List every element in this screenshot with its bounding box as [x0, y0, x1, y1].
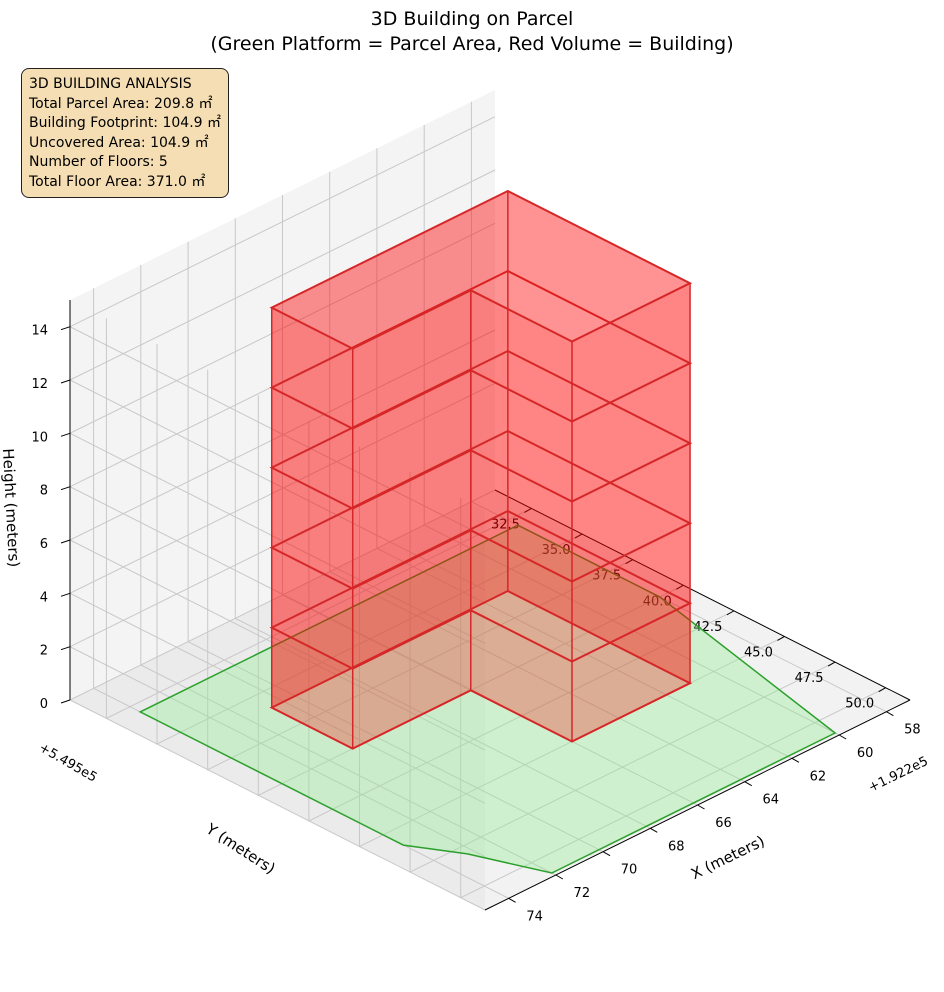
z-tick-mark: [60, 592, 71, 597]
y-tick-label: 45.0: [744, 645, 773, 660]
x-tick-mark: [602, 851, 611, 857]
z-tick-mark: [60, 486, 71, 491]
x-tick-label: 66: [715, 816, 732, 831]
building-wall: [470, 290, 572, 742]
info-building-footprint: Building Footprint: 104.9 ㎡: [29, 115, 222, 132]
y-tick-mark: [574, 533, 583, 539]
x-tick-label: 68: [668, 839, 685, 854]
z-tick-label: 2: [40, 644, 48, 659]
z-tick-label: 4: [40, 590, 48, 605]
y-tick-label: 50.0: [845, 697, 874, 712]
x-axis-label: X (meters): [688, 832, 768, 883]
y-tick-mark: [676, 584, 684, 590]
z-tick-mark: [60, 432, 71, 437]
x-tick-label: 74: [526, 909, 543, 924]
tick-labels: 58606264666870727432.535.037.540.042.545…: [31, 324, 920, 925]
x-tick-label: 58: [904, 723, 921, 738]
y-axis-label: Y (meters): [202, 819, 279, 877]
z-tick-label: 8: [40, 484, 48, 499]
z-tick-mark: [60, 539, 71, 544]
info-total-floor-area: Total Floor Area: 371.0 ㎡: [29, 173, 206, 190]
y-tick-mark: [625, 559, 633, 565]
z-tick-label: 10: [31, 430, 48, 445]
building-analysis-box: 3D BUILDING ANALYSIS Total Parcel Area: …: [21, 68, 229, 198]
chart-title: 3D Building on Parcel: [371, 8, 574, 30]
info-number-of-floors: Number of Floors: 5: [29, 154, 168, 171]
x-tick-label: 62: [810, 769, 827, 784]
x-offset-label: +1.922e5: [866, 754, 930, 796]
y-axis-line: [494, 489, 911, 701]
z-tick-mark: [60, 326, 71, 331]
y-offset-label: +5.495e5: [36, 740, 99, 785]
y-tick-mark: [827, 661, 836, 667]
info-uncovered-area: Uncovered Area: 104.9 ㎡: [29, 134, 209, 151]
y-tick-mark: [777, 636, 785, 641]
x-tick-mark: [744, 781, 752, 787]
x-tick-mark: [555, 874, 564, 880]
y-tick-label: 37.5: [592, 569, 621, 584]
z-tick-mark: [60, 379, 71, 384]
info-parcel-area: Total Parcel Area: 209.8 ㎡: [29, 95, 213, 112]
x-tick-mark: [838, 734, 847, 740]
building-wall: [507, 191, 690, 684]
z-tick-mark: [60, 646, 71, 651]
y-tick-label: 32.5: [491, 517, 520, 532]
x-tick-mark: [886, 711, 894, 717]
y-tick-mark: [726, 610, 735, 616]
chart-subtitle: (Green Platform = Parcel Area, Red Volum…: [210, 33, 733, 55]
y-tick-mark: [878, 687, 886, 693]
z-tick-mark: [60, 699, 71, 704]
building-volume: [269, 189, 693, 750]
y-tick-label: 40.0: [643, 594, 672, 609]
x-tick-label: 60: [857, 746, 874, 761]
z-axis-label: Height (meters): [0, 448, 23, 568]
z-tick-label: 6: [40, 537, 48, 552]
x-tick-mark: [508, 897, 516, 903]
x-tick-mark: [697, 804, 705, 810]
y-tick-label: 42.5: [693, 620, 722, 635]
x-tick-label: 72: [574, 886, 591, 901]
building-wall: [352, 290, 471, 749]
x-tick-mark: [791, 757, 800, 763]
y-tick-mark: [524, 508, 532, 513]
tick-marks: [60, 326, 894, 903]
y-tick-label: 35.0: [542, 543, 571, 558]
y-tick-label: 47.5: [795, 671, 824, 686]
x-tick-label: 70: [621, 863, 638, 878]
x-tick-mark: [650, 827, 658, 833]
z-tick-label: 12: [31, 377, 48, 392]
info-heading: 3D BUILDING ANALYSIS: [29, 76, 192, 92]
z-tick-label: 0: [40, 697, 48, 712]
x-tick-label: 64: [762, 793, 779, 808]
z-tick-label: 14: [31, 324, 48, 339]
